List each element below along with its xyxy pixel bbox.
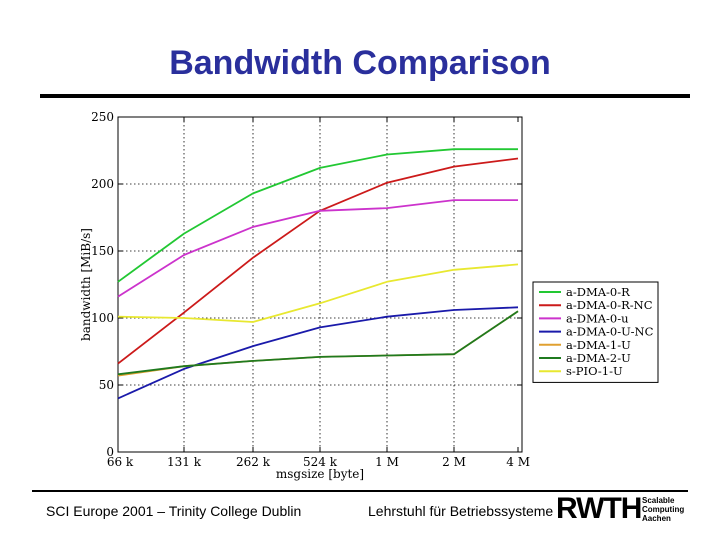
logo-sub-line: Computing (642, 505, 685, 514)
x-tick-label: 524 k (303, 455, 338, 469)
x-tick-label: 131 k (167, 455, 202, 469)
legend-label: s-PIO-1-U (566, 364, 623, 378)
y-tick-label: 100 (91, 311, 114, 325)
legend-label: a-DMA-1-U (566, 338, 631, 352)
logo-sub-line: Scalable (642, 496, 675, 505)
x-tick-label: 66 k (107, 455, 134, 469)
series-line (117, 310, 519, 376)
x-tick-label: 1 M (375, 455, 399, 469)
series-line (117, 263, 519, 323)
footer-divider (32, 490, 688, 492)
y-tick-label: 50 (99, 378, 114, 392)
x-tick-label: 4 M (506, 455, 530, 469)
series-line (117, 310, 519, 377)
legend-label: a-DMA-0-R-NC (566, 298, 653, 312)
title-divider (40, 94, 690, 98)
x-axis-label: msgsize [byte] (276, 467, 364, 481)
logo-wordmark: RWTH (556, 492, 642, 525)
y-tick-label: 200 (91, 177, 114, 191)
series-line (117, 157, 519, 365)
footer-department: Lehrstuhl für Betriebssysteme (368, 503, 554, 519)
chart-series (117, 148, 519, 400)
legend-label: a-DMA-0-R (566, 285, 630, 299)
y-axis-label: bandwidth [MiB/s] (79, 228, 93, 341)
legend-label: a-DMA-2-U (566, 351, 631, 365)
series-line (117, 199, 518, 298)
legend-label: a-DMA-0-u (566, 311, 629, 325)
y-tick-label: 250 (91, 110, 114, 124)
logo-sub-line: Aachen (642, 514, 671, 523)
series-line (117, 306, 519, 400)
chart-axes: 0 50 100 150 200 250 66 k 131 k 262 k 524 k 1 M 2 M… (79, 110, 530, 481)
rwth-logo: RWTH Scalable Computing Aachen (556, 494, 686, 524)
y-tick-label: 0 (106, 445, 114, 459)
chart-grid (118, 117, 522, 452)
x-tick-label: 2 M (442, 455, 466, 469)
x-tick-label: 262 k (236, 455, 271, 469)
legend-label: a-DMA-0-U-NC (566, 325, 654, 339)
logo-subtitle: Scalable Computing Aachen (642, 496, 684, 523)
footer-conference: SCI Europe 2001 – Trinity College Dublin (46, 503, 302, 519)
slide-title: Bandwidth Comparison (169, 44, 551, 82)
series-line (117, 148, 518, 283)
chart-legend: a-DMA-0-Ra-DMA-0-R-NCa-DMA-0-ua-DMA-0-U-… (532, 281, 659, 383)
y-tick-label: 150 (91, 244, 114, 258)
